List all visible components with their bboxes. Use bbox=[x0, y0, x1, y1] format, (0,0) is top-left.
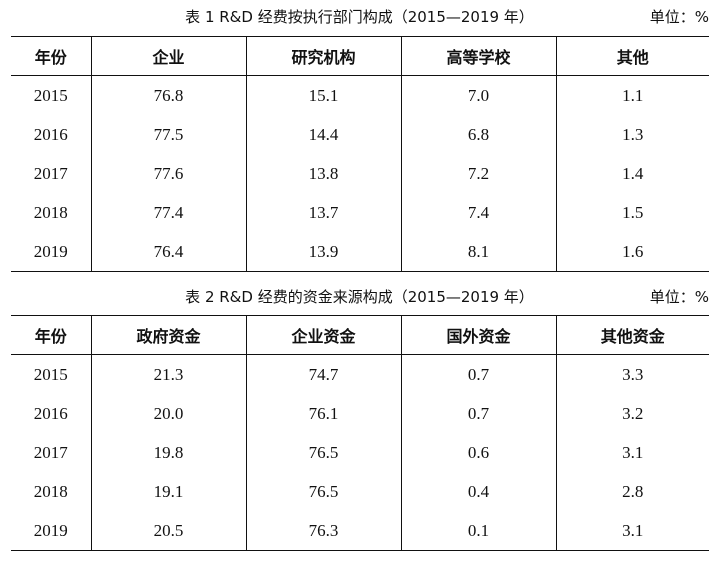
table2-caption-row: 表 2 R&D 经费的资金来源构成（2015—2019 年） 单位：% bbox=[0, 280, 719, 310]
table-cell: 19.8 bbox=[90, 433, 246, 472]
table2: 年份 政府资金 企业资金 国外资金 其他资金 2015 21.3 74.7 0.… bbox=[11, 315, 709, 551]
table-cell: 77.4 bbox=[90, 193, 246, 232]
table-cell: 20.0 bbox=[90, 394, 246, 433]
table-cell: 2016 bbox=[33, 403, 68, 423]
table2-unit: 单位：% bbox=[649, 288, 709, 306]
table-cell: 76.1 bbox=[245, 394, 401, 433]
table-cell: 6.8 bbox=[400, 115, 556, 154]
table2-caption: 表 2 R&D 经费的资金来源构成（2015—2019 年） bbox=[185, 288, 534, 306]
table-cell: 20.5 bbox=[90, 511, 246, 551]
table-row: 2015 21.3 74.7 0.7 3.3 bbox=[11, 354, 709, 394]
table2-header-year: 年份 bbox=[11, 315, 91, 355]
table-cell: 1.6 bbox=[555, 232, 709, 272]
table-cell: 13.8 bbox=[245, 154, 401, 193]
table-cell: 74.7 bbox=[245, 354, 401, 394]
table-cell: 2016 bbox=[33, 124, 68, 144]
table-cell: 2019 bbox=[11, 511, 91, 551]
table-row: 2016 77.5 14.4 6.8 1.3 bbox=[11, 115, 709, 154]
table-cell: 3.1 bbox=[555, 511, 709, 551]
table-row: 2016 20.0 76.1 0.7 3.2 bbox=[11, 394, 709, 433]
table-cell: 1.3 bbox=[555, 115, 709, 154]
table-cell: 1.5 bbox=[555, 193, 709, 232]
table-cell: 2017 bbox=[33, 442, 68, 462]
table2-header-other-funds: 其他资金 bbox=[555, 315, 709, 355]
table-cell: 8.1 bbox=[400, 232, 556, 272]
table-row: 2019 20.5 76.3 0.1 3.1 bbox=[11, 511, 709, 551]
table-cell: 77.5 bbox=[90, 115, 246, 154]
table-cell: 2015 bbox=[33, 364, 68, 384]
table-cell: 3.2 bbox=[555, 394, 709, 433]
table-cell: 0.4 bbox=[400, 472, 556, 511]
table1-header-research-institutes: 研究机构 bbox=[245, 36, 401, 76]
table-row: 2018 77.4 13.7 7.4 1.5 bbox=[11, 193, 709, 232]
table-cell: 76.5 bbox=[245, 433, 401, 472]
table1-header-enterprise: 企业 bbox=[90, 36, 246, 76]
table1-section: 表 1 R&D 经费按执行部门构成（2015—2019 年） 单位：% 年份 企… bbox=[0, 0, 719, 272]
table-cell: 7.0 bbox=[400, 75, 556, 115]
table2-header-enterprise-funds: 企业资金 bbox=[245, 315, 401, 355]
table-cell: 2.8 bbox=[555, 472, 709, 511]
table-cell: 76.5 bbox=[245, 472, 401, 511]
table-cell: 1.4 bbox=[555, 154, 709, 193]
table-cell: 2017 bbox=[33, 163, 68, 183]
table-cell: 2015 bbox=[33, 85, 68, 105]
table1-caption-row: 表 1 R&D 经费按执行部门构成（2015—2019 年） 单位：% bbox=[0, 0, 719, 30]
table1-header-year: 年份 bbox=[11, 36, 91, 76]
table-cell: 2019 bbox=[11, 232, 91, 272]
table1-caption: 表 1 R&D 经费按执行部门构成（2015—2019 年） bbox=[185, 8, 534, 26]
table-row: 2017 19.8 76.5 0.6 3.1 bbox=[11, 433, 709, 472]
table-row: 2015 76.8 15.1 7.0 1.1 bbox=[11, 75, 709, 115]
table1-unit: 单位：% bbox=[649, 8, 709, 26]
table-cell: 3.3 bbox=[555, 354, 709, 394]
table-cell: 77.6 bbox=[90, 154, 246, 193]
table1-header-row: 年份 企业 研究机构 高等学校 其他 bbox=[11, 36, 709, 76]
table-cell: 14.4 bbox=[245, 115, 401, 154]
table-cell: 1.1 bbox=[555, 75, 709, 115]
table-cell: 0.7 bbox=[400, 354, 556, 394]
table-cell: 7.4 bbox=[400, 193, 556, 232]
table-cell: 15.1 bbox=[245, 75, 401, 115]
table-cell: 21.3 bbox=[90, 354, 246, 394]
table-cell: 0.6 bbox=[400, 433, 556, 472]
table1-header-universities: 高等学校 bbox=[400, 36, 556, 76]
table-cell: 76.8 bbox=[90, 75, 246, 115]
table2-header-foreign-funds: 国外资金 bbox=[400, 315, 556, 355]
table-cell: 2018 bbox=[33, 481, 68, 501]
table1-header-other: 其他 bbox=[555, 36, 709, 76]
table-row: 2019 76.4 13.9 8.1 1.6 bbox=[11, 232, 709, 272]
table-cell: 3.1 bbox=[555, 433, 709, 472]
table-cell: 0.1 bbox=[400, 511, 556, 551]
table-cell: 76.3 bbox=[245, 511, 401, 551]
table-cell: 13.7 bbox=[245, 193, 401, 232]
table-cell: 2018 bbox=[33, 202, 68, 222]
table-cell: 7.2 bbox=[400, 154, 556, 193]
table2-header-government-funds: 政府资金 bbox=[90, 315, 246, 355]
table1: 年份 企业 研究机构 高等学校 其他 2015 76.8 15.1 7.0 1.… bbox=[11, 36, 709, 272]
table2-header-row: 年份 政府资金 企业资金 国外资金 其他资金 bbox=[11, 315, 709, 355]
table-cell: 13.9 bbox=[245, 232, 401, 272]
table-row: 2017 77.6 13.8 7.2 1.4 bbox=[11, 154, 709, 193]
table-cell: 76.4 bbox=[90, 232, 246, 272]
table-cell: 19.1 bbox=[90, 472, 246, 511]
table-row: 2018 19.1 76.5 0.4 2.8 bbox=[11, 472, 709, 511]
table2-section: 表 2 R&D 经费的资金来源构成（2015—2019 年） 单位：% 年份 政… bbox=[0, 280, 719, 551]
table-cell: 0.7 bbox=[400, 394, 556, 433]
